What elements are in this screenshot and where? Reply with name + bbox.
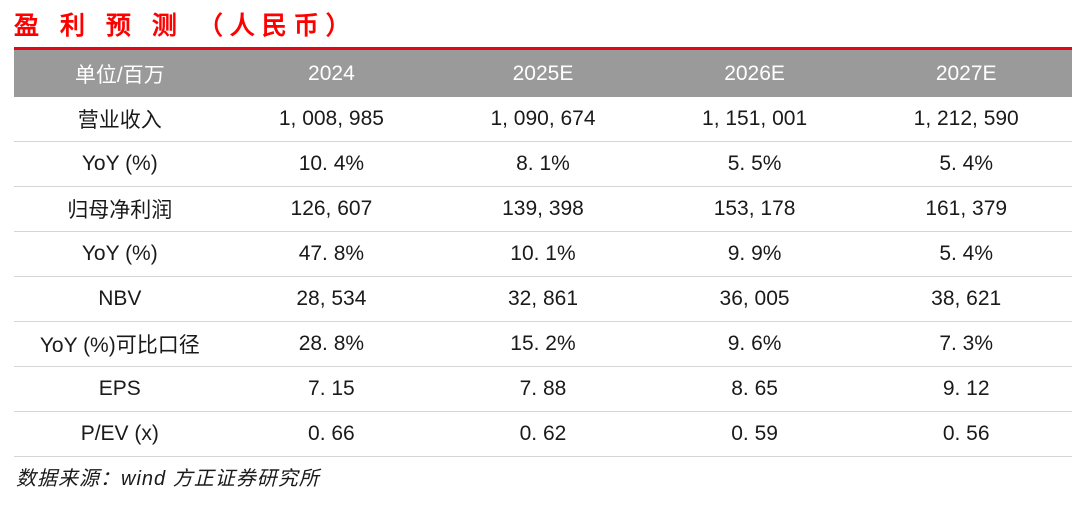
title-underline-rule bbox=[14, 47, 1072, 50]
cell-value: 7. 3% bbox=[860, 321, 1072, 367]
cell-value: 38, 621 bbox=[860, 276, 1072, 322]
cell-value: 1, 151, 001 bbox=[648, 97, 861, 142]
cell-value: 0. 56 bbox=[860, 411, 1072, 457]
header-cell-2027e: 2027E bbox=[860, 50, 1072, 97]
header-row: 单位/百万 2024 2025E 2026E 2027E bbox=[14, 50, 1072, 97]
cell-value: 1, 008, 985 bbox=[225, 97, 438, 142]
header-cell-2024: 2024 bbox=[225, 50, 438, 97]
cell-value: 5. 5% bbox=[648, 141, 861, 187]
row-label: YoY (%)可比口径 bbox=[14, 321, 226, 367]
profit-forecast-table: 单位/百万 2024 2025E 2026E 2027E 营业收入 1, 008… bbox=[14, 50, 1072, 457]
cell-value: 1, 212, 590 bbox=[860, 97, 1072, 142]
cell-value: 161, 379 bbox=[860, 186, 1072, 232]
table-header: 单位/百万 2024 2025E 2026E 2027E bbox=[14, 50, 1072, 97]
cell-value: 47. 8% bbox=[225, 231, 438, 277]
table-row: 营业收入 1, 008, 985 1, 090, 674 1, 151, 001… bbox=[14, 97, 1072, 142]
data-source-note: 数据来源：wind 方正证券研究所 bbox=[16, 468, 320, 490]
cell-value: 0. 66 bbox=[225, 411, 438, 457]
header-cell-2025e: 2025E bbox=[437, 50, 649, 97]
table-row: P/EV (x) 0. 66 0. 62 0. 59 0. 56 bbox=[14, 411, 1072, 457]
table-body: 营业收入 1, 008, 985 1, 090, 674 1, 151, 001… bbox=[14, 97, 1072, 457]
cell-value: 28. 8% bbox=[225, 321, 438, 367]
cell-value: 153, 178 bbox=[648, 186, 861, 232]
header-cell-2026e: 2026E bbox=[648, 50, 861, 97]
row-label: NBV bbox=[14, 276, 226, 322]
cell-value: 7. 88 bbox=[437, 366, 649, 412]
header-cell-unit: 单位/百万 bbox=[14, 50, 226, 97]
cell-value: 32, 861 bbox=[437, 276, 649, 322]
cell-value: 9. 6% bbox=[648, 321, 861, 367]
row-label: 营业收入 bbox=[14, 97, 226, 142]
table-row: 归母净利润 126, 607 139, 398 153, 178 161, 37… bbox=[14, 186, 1072, 232]
cell-value: 7. 15 bbox=[225, 366, 438, 412]
cell-value: 0. 59 bbox=[648, 411, 861, 457]
cell-value: 8. 1% bbox=[437, 141, 649, 187]
row-label: YoY (%) bbox=[14, 231, 226, 277]
cell-value: 10. 1% bbox=[437, 231, 649, 277]
table-row: YoY (%) 10. 4% 8. 1% 5. 5% 5. 4% bbox=[14, 141, 1072, 187]
cell-value: 9. 12 bbox=[860, 366, 1072, 412]
cell-value: 15. 2% bbox=[437, 321, 649, 367]
table-row: NBV 28, 534 32, 861 36, 005 38, 621 bbox=[14, 276, 1072, 322]
cell-value: 139, 398 bbox=[437, 186, 649, 232]
row-label: 归母净利润 bbox=[14, 186, 226, 232]
cell-value: 10. 4% bbox=[225, 141, 438, 187]
table-row: YoY (%)可比口径 28. 8% 15. 2% 9. 6% 7. 3% bbox=[14, 321, 1072, 367]
cell-value: 9. 9% bbox=[648, 231, 861, 277]
cell-value: 8. 65 bbox=[648, 366, 861, 412]
row-label: EPS bbox=[14, 366, 226, 412]
cell-value: 36, 005 bbox=[648, 276, 861, 322]
cell-value: 0. 62 bbox=[437, 411, 649, 457]
row-label: YoY (%) bbox=[14, 141, 226, 187]
cell-value: 1, 090, 674 bbox=[437, 97, 649, 142]
table-row: YoY (%) 47. 8% 10. 1% 9. 9% 5. 4% bbox=[14, 231, 1072, 277]
cell-value: 5. 4% bbox=[860, 141, 1072, 187]
table-title: 盈 利 预 测 （人民币） bbox=[14, 12, 358, 40]
cell-value: 5. 4% bbox=[860, 231, 1072, 277]
table-row: EPS 7. 15 7. 88 8. 65 9. 12 bbox=[14, 366, 1072, 412]
row-label: P/EV (x) bbox=[14, 411, 226, 457]
cell-value: 126, 607 bbox=[225, 186, 438, 232]
cell-value: 28, 534 bbox=[225, 276, 438, 322]
